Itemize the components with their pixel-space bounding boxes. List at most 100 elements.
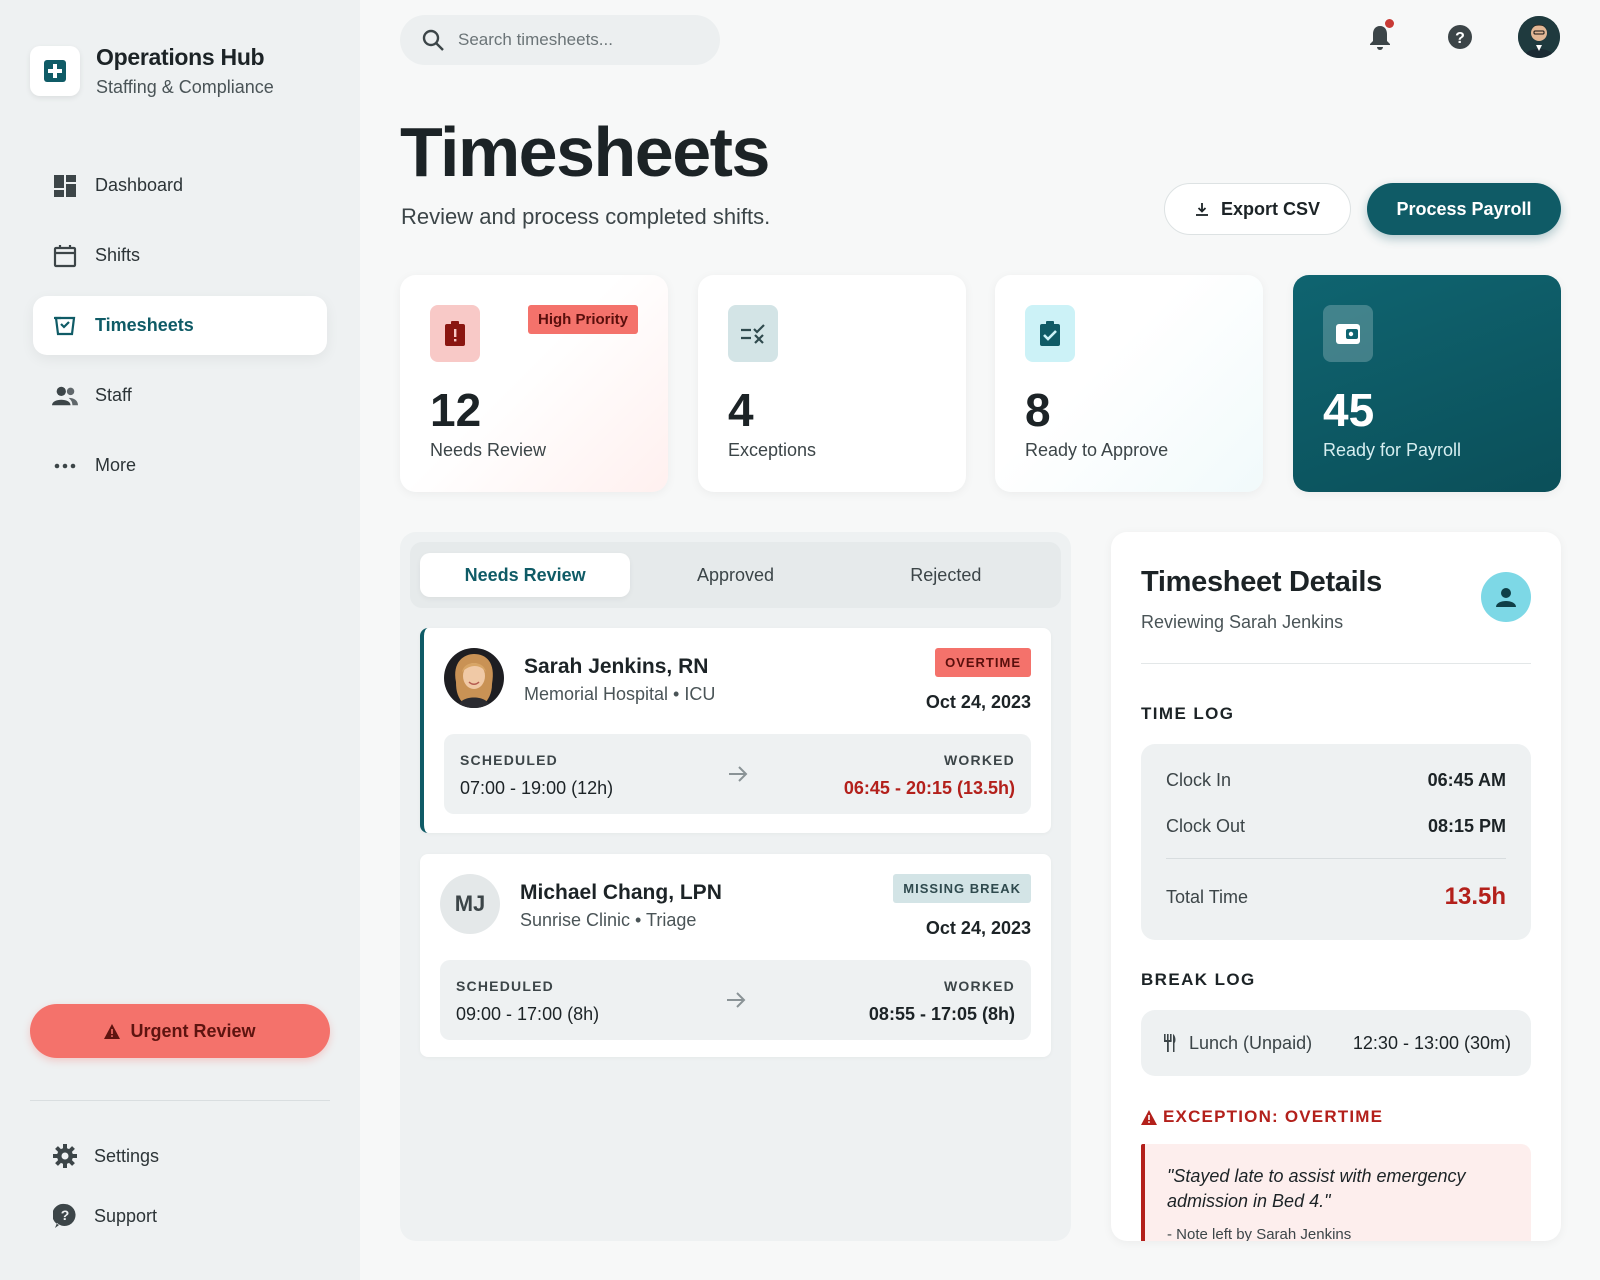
total-time-row: Total Time 13.5h [1166,883,1506,911]
timesheet-card[interactable]: Sarah Jenkins, RN Memorial Hospital • IC… [420,628,1051,833]
warning-icon [104,1023,121,1039]
exception-title-label: EXCEPTION: OVERTIME [1163,1107,1384,1126]
brand-logo [30,46,80,96]
details-divider [1141,663,1531,664]
sidebar-item-timesheets[interactable]: Timesheets [33,296,327,355]
status-badge: MISSING BREAK [893,874,1031,903]
sidebar-item-settings[interactable]: Settings [52,1126,159,1186]
calendar-icon [52,243,78,269]
details-title: Timesheet Details [1141,566,1382,598]
staff-name: Michael Chang, LPN [520,881,722,904]
notifications-button[interactable] [1360,17,1400,57]
export-csv-label: Export CSV [1220,198,1321,219]
brand[interactable]: Operations Hub Staffing & Compliance [30,44,274,98]
sidebar-divider [30,1100,330,1101]
sidebar-item-label: Dashboard [95,175,184,195]
break-label: Lunch (Unpaid) [1189,1032,1313,1053]
export-csv-button[interactable]: Export CSV [1164,183,1351,235]
clock-out-label: Clock Out [1166,816,1246,836]
break-log-entry: Lunch (Unpaid) 12:30 - 13:00 (30m) [1141,1010,1531,1076]
main-nav: Dashboard Shifts Timesheets Staff More [33,156,327,506]
stat-label: Ready to Approve [1025,440,1169,460]
clock-out-value: 08:15 PM [1427,816,1506,836]
exception-author: - Note left by Sarah Jenkins [1167,1226,1352,1241]
arrow-right-icon [726,992,745,1008]
urgent-review-label: Urgent Review [130,1020,256,1041]
arrow-right-icon [728,766,747,782]
timesheet-card[interactable]: MJ Michael Chang, LPN Sunrise Clinic • T… [420,854,1051,1057]
staff-avatar [444,648,504,708]
stat-value: 4 [728,384,754,436]
help-icon: ? [52,1203,78,1229]
utensils-icon [1163,1034,1177,1052]
sidebar-item-staff[interactable]: Staff [33,366,327,425]
search-input[interactable] [458,30,698,50]
urgent-review-button[interactable]: Urgent Review [30,1004,330,1058]
tab-rejected[interactable]: Rejected [910,564,982,585]
details-subtitle: Reviewing Sarah Jenkins [1141,612,1344,632]
staff-location: Sunrise Clinic • Triage [520,910,697,930]
staff-name: Sarah Jenkins, RN [524,655,709,678]
gear-icon [52,1143,78,1169]
time-log-title: TIME LOG [1141,704,1235,723]
time-log-divider [1166,858,1506,859]
sidebar: Operations Hub Staffing & Compliance Das… [0,0,360,1280]
clock-in-value: 06:45 AM [1427,770,1506,790]
medical-cross-icon [44,60,66,82]
tab-needs-review[interactable]: Needs Review [420,553,631,597]
more-icon [52,453,78,479]
timesheet-details-panel: Timesheet Details Reviewing Sarah Jenkin… [1111,532,1561,1241]
exception-note: "Stayed late to assist with emergency ad… [1141,1144,1531,1241]
status-badge: OVERTIME [935,648,1031,677]
user-avatar[interactable] [1518,16,1560,58]
staff-portrait-icon [444,648,504,708]
sidebar-item-label: Support [94,1205,158,1226]
stat-card-exceptions[interactable]: 4 Exceptions [698,275,966,492]
sidebar-item-dashboard[interactable]: Dashboard [33,156,327,215]
staff-initials-avatar: MJ [440,874,500,934]
sidebar-item-label: Timesheets [95,315,194,335]
sidebar-item-label: More [95,455,137,475]
stat-card-ready-to-approve[interactable]: 8 Ready to Approve [995,275,1263,492]
total-time-value: 13.5h [1444,883,1506,910]
download-icon [1195,202,1209,216]
help-circle-icon: ? [1448,25,1472,49]
process-payroll-button[interactable]: Process Payroll [1367,183,1561,235]
worked-label: WORKED [944,752,1015,768]
search-bar[interactable] [400,15,720,65]
stat-value: 45 [1323,384,1375,436]
worked-label: WORKED [944,978,1015,994]
sidebar-item-support[interactable]: ? Support [52,1186,159,1246]
svg-text:?: ? [61,1207,70,1223]
stat-label: Ready for Payroll [1323,440,1462,460]
shift-date: Oct 24, 2023 [925,918,1031,938]
sidebar-item-more[interactable]: More [33,436,327,495]
break-time: 12:30 - 13:00 (30m) [1352,1032,1511,1053]
wallet-icon [1323,305,1373,362]
priority-badge: High Priority [527,305,638,334]
stat-label: Needs Review [430,440,547,460]
worked-value: 08:55 - 17:05 (8h) [868,1004,1015,1024]
help-button[interactable]: ? [1440,17,1480,57]
svg-text:?: ? [1455,30,1465,47]
stat-card-ready-for-payroll[interactable]: 45 Ready for Payroll [1293,275,1561,492]
timesheet-icon [52,313,78,339]
clipboard-alert-icon [430,305,480,362]
people-icon [52,383,78,409]
rule-exception-icon [728,305,778,362]
staff-location: Memorial Hospital • ICU [524,684,716,704]
clock-out-row: Clock Out 08:15 PM [1166,816,1506,837]
person-icon[interactable] [1481,572,1531,622]
tab-approved[interactable]: Approved [696,564,775,585]
sidebar-item-shifts[interactable]: Shifts [33,226,327,285]
exception-title: EXCEPTION: OVERTIME [1141,1107,1383,1127]
scheduled-label: SCHEDULED [460,752,558,768]
total-time-label: Total Time [1166,886,1249,907]
time-log: Clock In 06:45 AM Clock Out 08:15 PM Tot… [1141,744,1531,940]
notification-dot [1385,19,1394,28]
stat-label: Exceptions [728,440,817,460]
page-subtitle: Review and process completed shifts. [401,204,771,229]
clock-in-label: Clock In [1166,770,1232,790]
status-tabs: Needs Review Approved Rejected [410,542,1061,608]
stat-card-needs-review[interactable]: High Priority 12 Needs Review [400,275,668,492]
